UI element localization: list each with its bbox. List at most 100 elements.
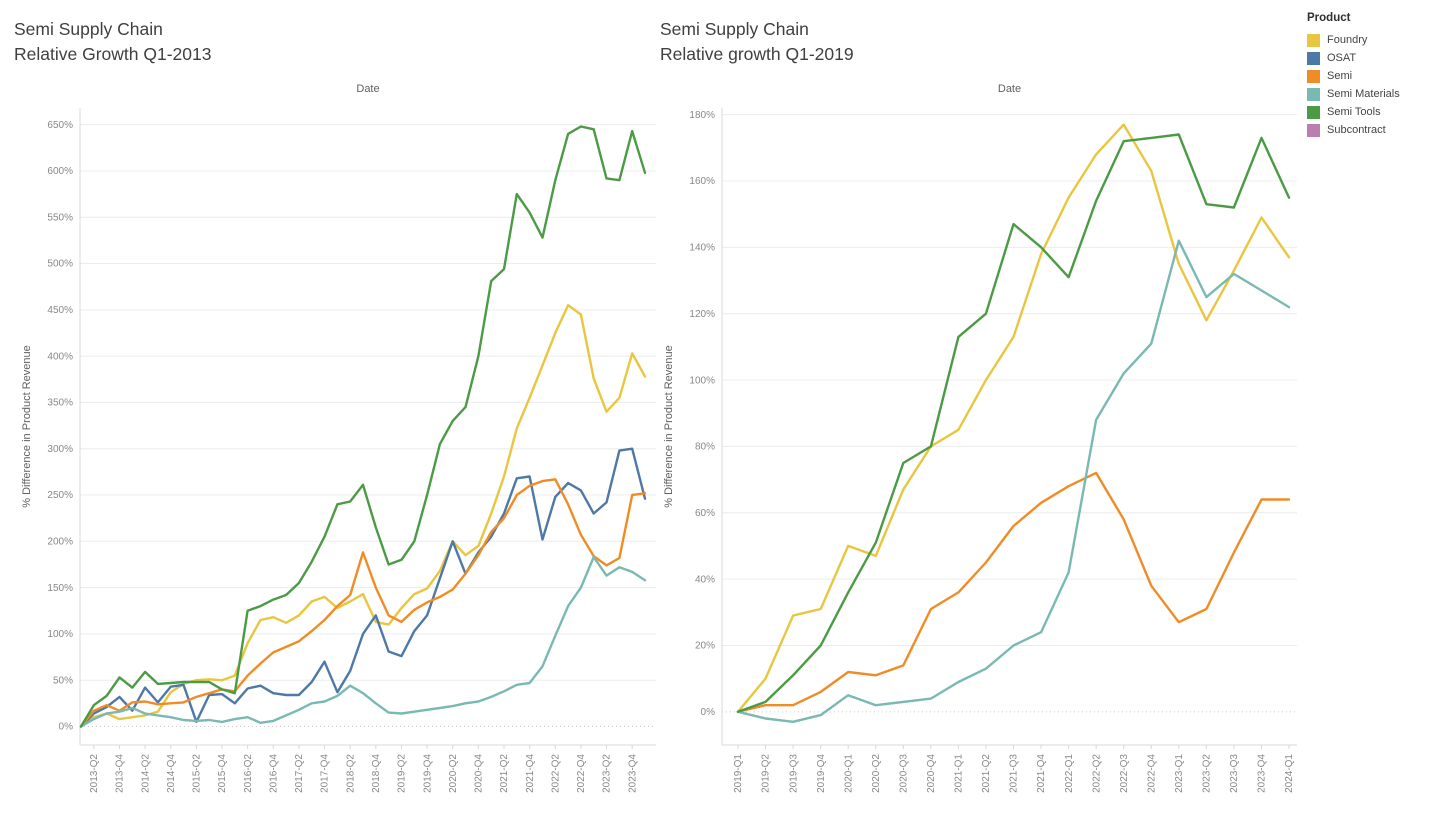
legend-item-subcontract[interactable]: Subcontract [1307,121,1455,139]
x-tick-label: 2018-Q4 [371,754,382,793]
x-tick-label: 2023-Q4 [1257,754,1268,793]
y-tick-label: 250% [47,490,73,501]
chart-title-2013: Semi Supply Chain Relative Growth Q1-2013 [14,17,211,67]
x-tick-label: 2022-Q3 [1119,754,1130,793]
x-axis-title: Date [356,83,379,95]
x-tick-label: 2013-Q4 [115,754,126,793]
x-tick-label: 2020-Q2 [871,754,882,793]
series-line-foundry[interactable] [79,304,647,728]
x-tick-label: 2019-Q2 [397,754,408,793]
x-tick-label: 2022-Q2 [1091,754,1102,793]
chart-svg: 0% 20% 40% 60% 80% 100% 120% 140% 160% 180% 2019-Q… [663,83,1297,793]
legend-title: Product [1307,12,1351,24]
series-line-foundry[interactable] [736,123,1291,713]
x-tick-label: 2023-Q2 [1202,754,1213,793]
chart-panel-2019: Semi Supply Chain Relative growth Q1-2019… [648,0,1308,819]
y-tick-label: 0% [59,722,74,733]
series-line-semi-tools[interactable] [736,133,1291,713]
series-line-semi[interactable] [736,471,1291,713]
x-tick-label: 2020-Q4 [926,754,937,793]
y-tick-label: 0% [701,707,716,718]
x-tick-label: 2022-Q2 [550,754,561,793]
series-line-semi[interactable] [79,478,647,728]
legend-swatch-icon [1307,69,1320,83]
x-tick-label: 2016-Q4 [268,754,279,793]
series-line-semi-materials[interactable] [736,239,1291,723]
x-tick-label: 2021-Q4 [1036,754,1047,793]
y-tick-label: 650% [47,120,73,131]
chart-title-line1: Semi Supply Chain [660,19,809,39]
chart-title-line2: Relative growth Q1-2019 [660,44,854,64]
legend-items: Foundry OSAT Semi Semi Materials Semi Tools S… [1307,31,1455,139]
x-tick-label: 2022-Q4 [1146,754,1157,793]
legend-item-semi-tools[interactable]: Semi Tools [1307,103,1455,121]
chart-title-line2: Relative Growth Q1-2013 [14,44,212,64]
x-tick-label: 2021-Q2 [499,754,510,793]
x-axis-title: Date [998,83,1021,95]
x-tick-label: 2023-Q3 [1229,754,1240,793]
x-tick-label: 2021-Q3 [1009,754,1020,793]
y-axis-title: % Difference in Product Revenue [663,345,675,507]
y-tick-label: 50% [53,675,73,686]
x-tick-label: 2014-Q4 [166,754,177,793]
legend-item-semi[interactable]: Semi [1307,67,1455,85]
y-tick-label: 100% [47,629,73,640]
x-tick-label: 2024-Q1 [1284,754,1295,793]
series-line-semi-tools[interactable] [79,125,647,728]
x-tick-label: 2023-Q1 [1174,754,1185,793]
legend-item-foundry[interactable]: Foundry [1307,31,1455,49]
x-tick-label: 2020-Q1 [843,754,854,793]
x-tick-label: 2023-Q4 [627,754,638,793]
x-tick-label: 2015-Q2 [192,754,203,793]
legend-item-label: Foundry [1327,34,1368,46]
y-tick-label: 60% [695,508,715,519]
legend-item-label: Subcontract [1327,124,1386,136]
legend-item-label: Semi Tools [1327,106,1381,118]
y-tick-label: 550% [47,212,73,223]
legend-item-semi-materials[interactable]: Semi Materials [1307,85,1455,103]
legend-item-osat[interactable]: OSAT [1307,49,1455,67]
x-tick-label: 2016-Q2 [243,754,254,793]
x-tick-label: 2020-Q3 [899,754,910,793]
legend-item-label: Semi [1327,70,1353,82]
legend-item-label: OSAT [1327,52,1357,64]
y-tick-label: 450% [47,305,73,316]
x-tick-label: 2019-Q1 [733,754,744,793]
y-tick-label: 600% [47,166,73,177]
x-tick-label: 2020-Q4 [474,754,485,793]
x-tick-label: 2018-Q2 [345,754,356,793]
x-tick-label: 2023-Q2 [602,754,613,793]
x-tick-label: 2021-Q1 [954,754,965,793]
x-tick-label: 2017-Q2 [294,754,305,793]
y-tick-label: 40% [695,574,715,585]
x-tick-label: 2019-Q4 [422,754,433,793]
legend-swatch-icon [1307,105,1320,119]
chart-svg: 0% 50% 100% 150% 200% 250% 300% 350% 400% 450% 500… [21,83,656,793]
series-line-semi-materials[interactable] [79,555,647,728]
legend: Product Foundry OSAT Semi Semi Materials Sem… [1307,12,1455,139]
x-tick-label: 2015-Q4 [217,754,228,793]
y-tick-label: 80% [695,442,715,453]
legend-swatch-icon [1307,87,1320,101]
x-tick-label: 2022-Q4 [576,754,587,793]
legend-swatch-icon [1307,123,1320,137]
x-tick-label: 2022-Q1 [1064,754,1075,793]
series-line-osat[interactable] [79,447,647,728]
y-tick-label: 300% [47,444,73,455]
legend-item-label: Semi Materials [1327,88,1400,100]
y-tick-label: 140% [689,243,715,254]
y-tick-label: 120% [689,309,715,320]
chart-title-2019: Semi Supply Chain Relative growth Q1-2019 [660,17,854,67]
legend-swatch-icon [1307,51,1320,65]
x-tick-label: 2017-Q4 [320,754,331,793]
chart-panel-2013: Semi Supply Chain Relative Growth Q1-2013… [0,0,660,819]
x-tick-label: 2020-Q2 [448,754,459,793]
x-tick-label: 2019-Q3 [788,754,799,793]
y-tick-label: 160% [689,176,715,187]
y-tick-label: 350% [47,398,73,409]
y-tick-label: 150% [47,583,73,594]
x-tick-label: 2013-Q2 [89,754,100,793]
y-tick-label: 400% [47,351,73,362]
x-tick-label: 2021-Q2 [981,754,992,793]
legend-swatch-icon [1307,33,1320,47]
